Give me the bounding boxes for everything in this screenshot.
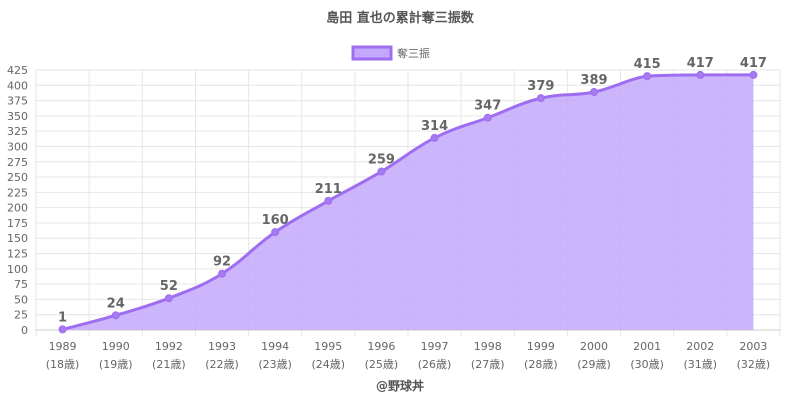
data-point[interactable] [590,88,598,97]
x-tick-age-label: (30歳) [630,358,664,371]
x-tick-age-label: (21歳) [152,358,186,371]
data-point[interactable] [218,269,226,278]
x-tick-label: 1993 [208,340,236,353]
chart-title: 島田 直也の累計奪三振数 [326,10,475,26]
x-tick-age-label: (27歳) [471,358,505,371]
x-tick-label: 1989 [49,340,77,353]
y-tick-label: 275 [7,156,28,169]
x-tick-age-label: (19歳) [99,358,133,371]
x-tick-age-label: (24歳) [311,358,345,371]
y-tick-label: 150 [7,232,28,245]
data-label: 347 [474,99,501,114]
x-tick-label: 2003 [739,340,767,353]
x-tick-label: 2000 [580,340,608,353]
y-tick-label: 325 [7,125,28,138]
x-tick-age-label: (31歳) [683,358,717,371]
data-label: 211 [315,182,342,197]
legend-label: 奪三振 [397,46,430,60]
x-tick-label: 2002 [686,340,714,353]
y-tick-label: 400 [7,79,28,92]
data-point[interactable] [164,294,173,303]
y-tick-label: 250 [7,171,28,184]
x-tick-age-label: (25歳) [365,358,399,371]
credit: @野球丼 [376,378,424,393]
x-tick-label: 1994 [261,340,289,353]
x-tick-label: 1990 [102,340,130,353]
legend[interactable]: 奪三振 [351,45,430,61]
data-point[interactable] [58,325,67,334]
x-tick-age-label: (26歳) [418,358,452,371]
y-tick-label: 225 [7,186,28,199]
data-point[interactable] [536,94,545,103]
data-points [58,70,758,334]
y-tick-label: 350 [7,110,28,123]
x-tick-age-label: (18歳) [46,358,80,371]
y-axis: 0 25 50 75 100 125 150 175 200 225 250 275 300 325 350… [7,64,28,337]
data-labels: 1 24 52 92 160 211 259 314 347 379 389 415 417 417 [58,56,767,325]
data-label: 417 [687,56,714,71]
data-label: 389 [580,73,607,88]
data-point[interactable] [749,70,758,79]
y-tick-label: 125 [7,248,28,261]
data-label: 1 [58,310,67,325]
data-label: 415 [634,57,661,72]
data-point[interactable] [324,196,333,205]
y-tick-label: 175 [7,217,28,230]
data-point[interactable] [430,133,439,142]
y-tick-label: 425 [7,64,28,77]
data-point[interactable] [111,311,120,320]
y-tick-label: 100 [7,263,28,276]
data-label: 92 [213,255,231,270]
y-tick-label: 200 [7,202,28,215]
data-label: 417 [740,56,767,71]
series-area [62,73,754,331]
data-label: 259 [368,153,395,168]
x-tick-label: 1998 [474,340,502,353]
x-tick-label: 1995 [314,340,342,353]
x-tick-label: 1996 [367,340,395,353]
legend-swatch [351,45,393,61]
x-tick-age-label: (22歳) [205,358,239,371]
y-tick-label: 375 [7,95,28,108]
data-label: 24 [107,296,125,311]
x-tick-label: 1992 [155,340,183,353]
data-label: 314 [421,119,448,134]
x-tick-label: 1997 [421,340,449,353]
y-tick-label: 300 [7,140,28,153]
y-tick-label: 75 [14,278,28,291]
x-tick-age-label: (32歳) [737,358,771,371]
data-point[interactable] [377,167,386,176]
data-label: 379 [527,79,554,94]
x-tick-label: 2001 [633,340,661,353]
y-tick-label: 0 [21,324,28,337]
x-tick-age-label: (28歳) [524,358,558,371]
data-point[interactable] [643,72,652,81]
data-label: 52 [160,279,178,294]
y-tick-label: 50 [14,293,28,306]
data-point[interactable] [696,70,705,79]
x-tick-age-label: (23歳) [258,358,292,371]
x-axis: 1989 (18歳) 1990 (19歳) 1992 (21歳) 1993 (22歳) 1994… [46,340,770,371]
x-tick-label: 1999 [527,340,555,353]
series-line [62,73,754,331]
data-point[interactable] [271,228,280,237]
data-point[interactable] [483,113,492,122]
x-tick-age-label: (29歳) [577,358,611,371]
data-label: 160 [262,213,289,228]
y-tick-label: 25 [14,309,28,322]
